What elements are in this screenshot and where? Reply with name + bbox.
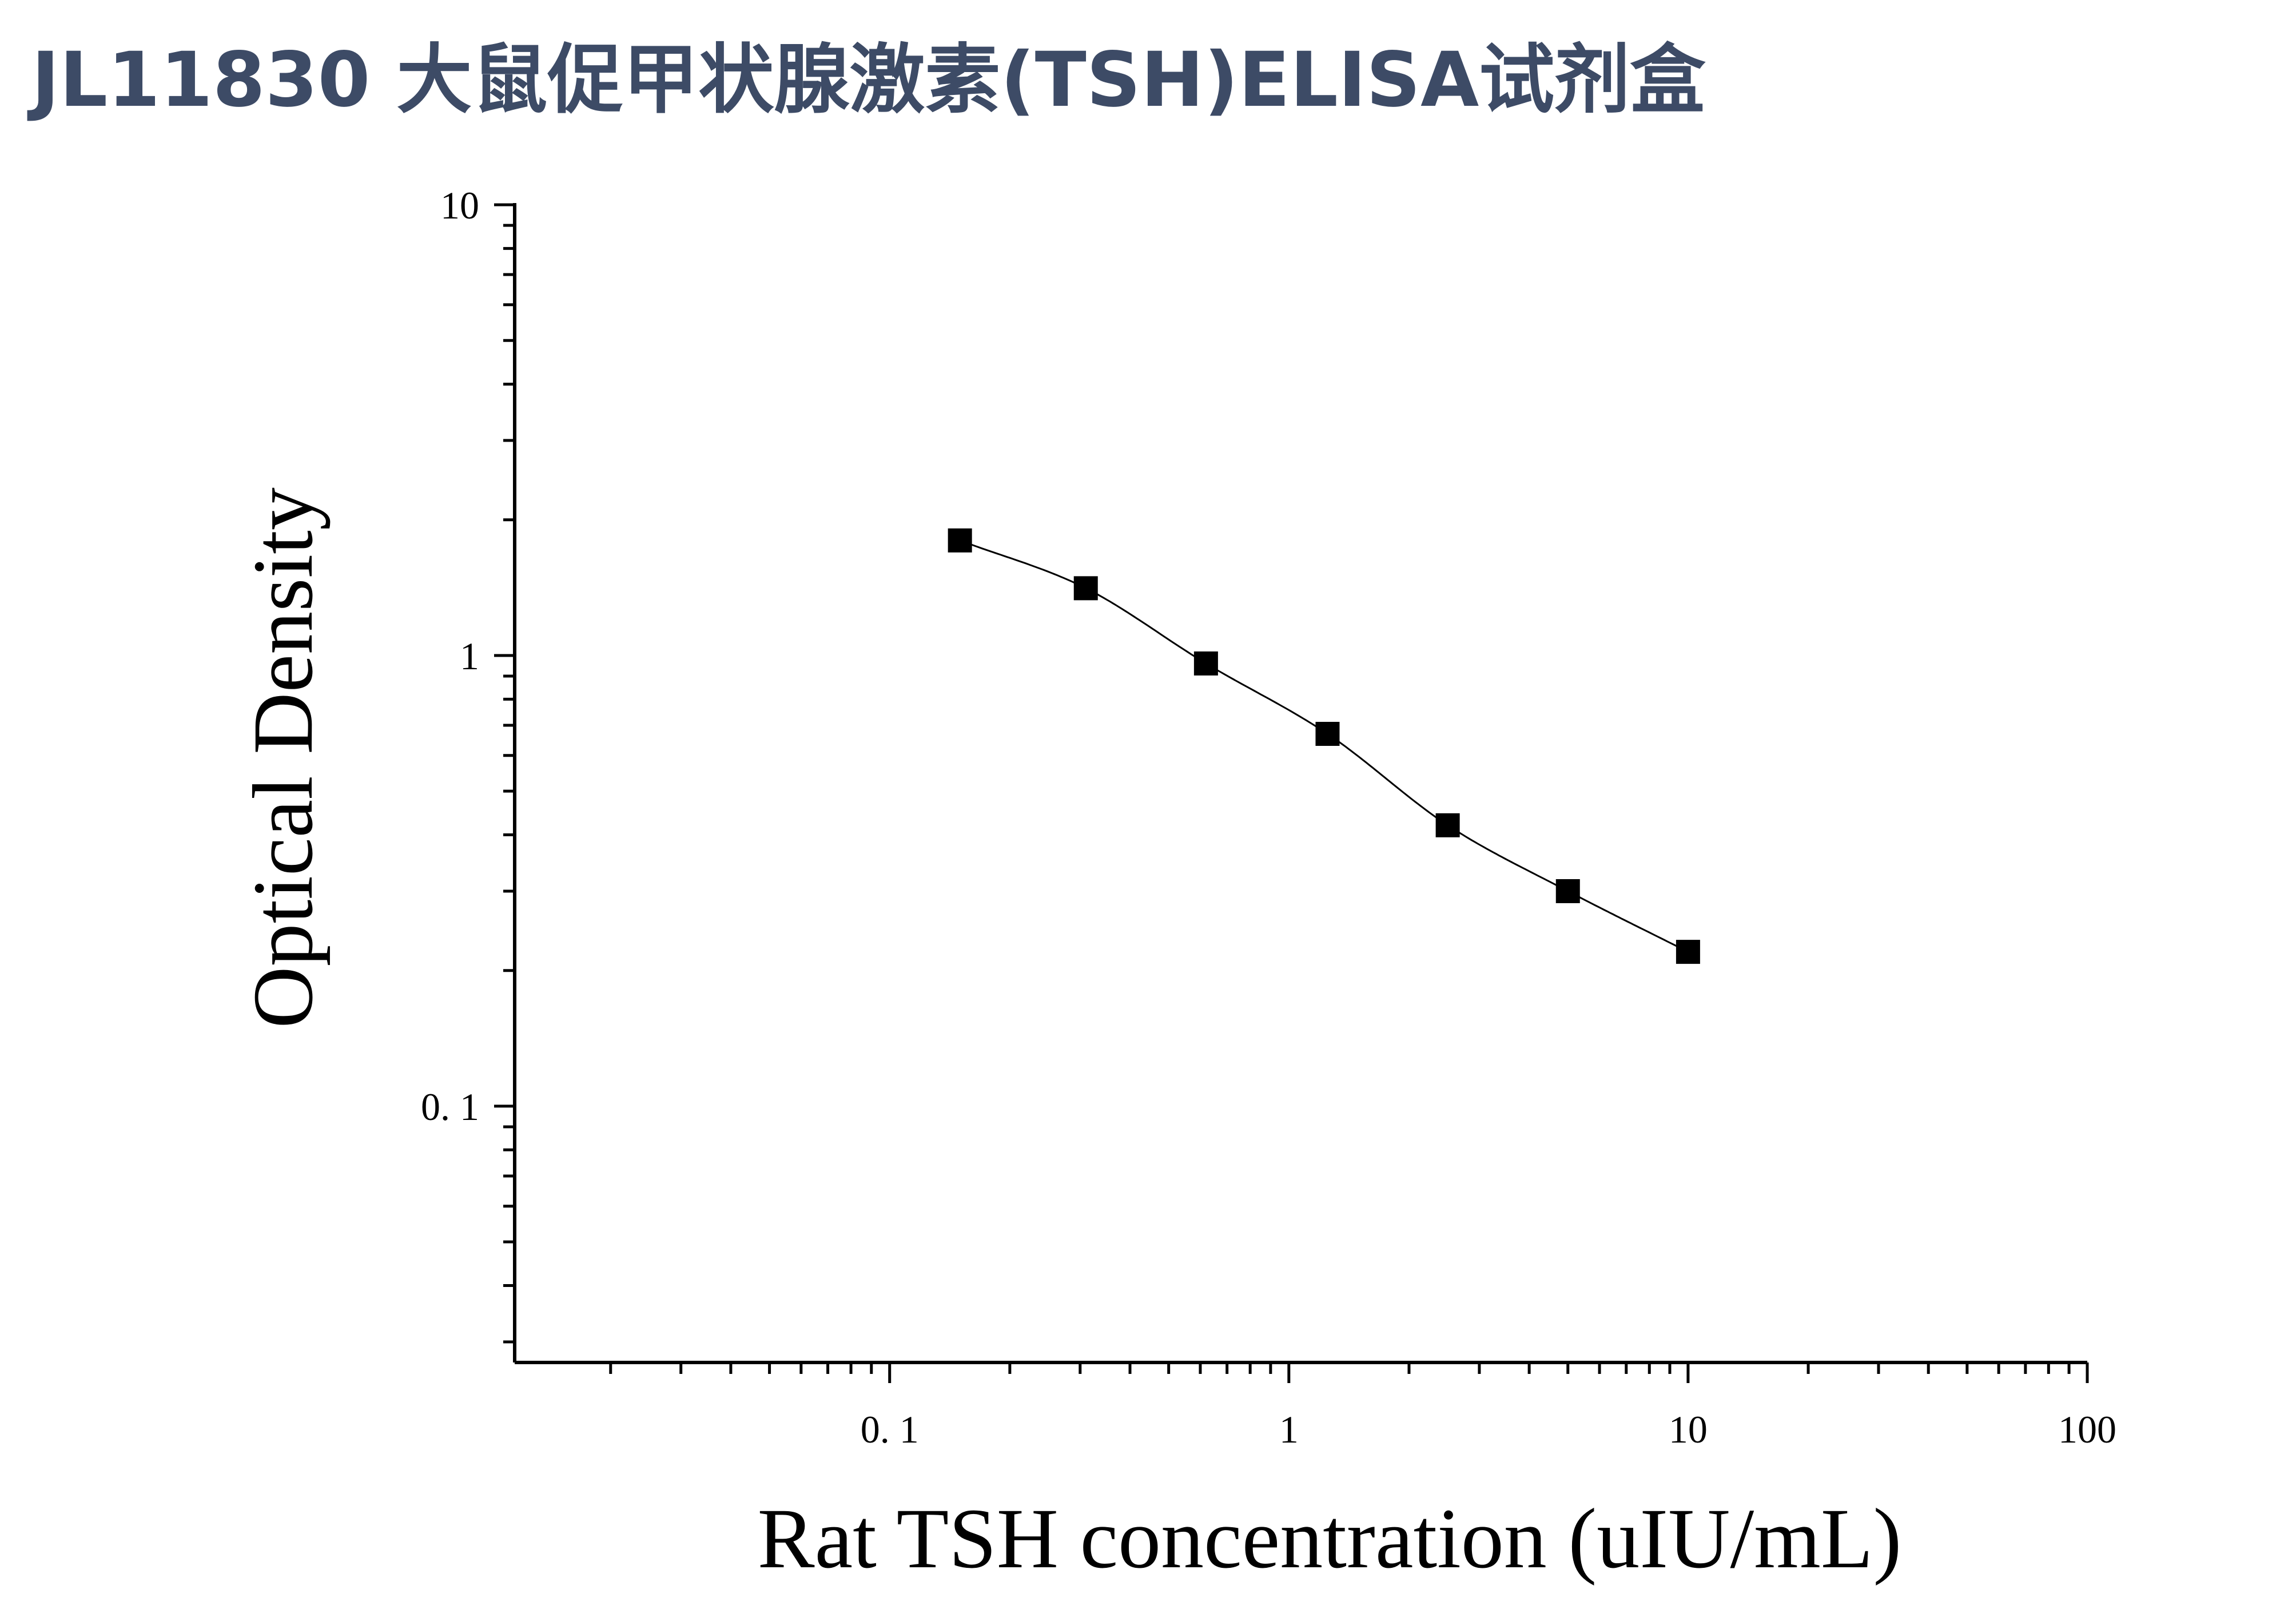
axes [513, 203, 2087, 1364]
data-point [1073, 576, 1098, 601]
x-axis-ticks [609, 1362, 2089, 1383]
x-tick-label: 1 [1279, 1408, 1299, 1451]
x-tick-label: 10 [1669, 1408, 1708, 1451]
data-point [1435, 813, 1460, 837]
x-tick-label: 0. 1 [861, 1408, 919, 1451]
y-axis-tick-labels: 10 1 0. 1 [421, 184, 479, 1129]
data-points [948, 528, 1700, 964]
data-point [1676, 940, 1700, 964]
y-axis-title: Optical Density [236, 487, 331, 1028]
page-title: JL11830 大鼠促甲状腺激素(TSH)ELISA试剂盒 [31, 36, 1706, 124]
x-axis-tick-labels: 0. 1 1 10 100 [861, 1408, 2116, 1451]
data-point [1193, 651, 1218, 676]
y-tick-label: 1 [460, 634, 479, 678]
y-tick-label: 10 [440, 184, 479, 227]
data-point [1555, 879, 1580, 903]
y-axis-ticks [494, 203, 515, 1344]
y-tick-label: 0. 1 [421, 1085, 479, 1129]
x-axis-title: Rat TSH concentration (uIU/mL) [758, 1491, 1902, 1586]
x-tick-label: 100 [2058, 1408, 2116, 1451]
data-point [1315, 722, 1340, 746]
data-point [948, 528, 972, 553]
